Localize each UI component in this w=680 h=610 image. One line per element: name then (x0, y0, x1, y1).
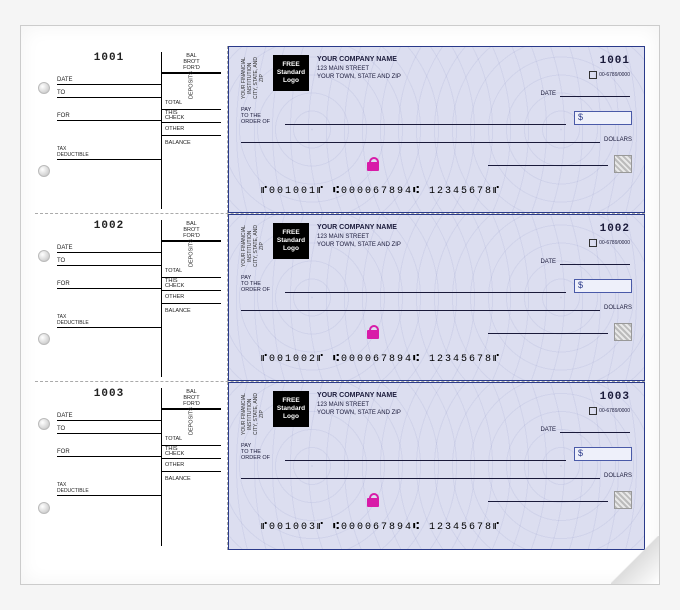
stub-number: 1002 (57, 220, 161, 232)
logo-placeholder: FREEStandardLogo (273, 55, 309, 91)
stub-to-line: TO (57, 421, 161, 434)
stub-to-line: TO (57, 253, 161, 266)
stub-for-line: FOR (57, 444, 161, 457)
stub-for-line: FOR (57, 108, 161, 121)
hologram-icon (614, 323, 632, 341)
dollars-written-line (241, 303, 600, 311)
hole-icon (38, 250, 50, 262)
check-number: 1001 (600, 55, 630, 67)
stub-other-label: OTHER (162, 291, 221, 304)
check-row: 1002 DATE TO FOR TAX DEDUCTIBLE BAL BRO'… (35, 214, 645, 382)
stub-other-label: OTHER (162, 123, 221, 136)
hole-icon (38, 333, 50, 345)
payee-line (285, 117, 566, 125)
check-stub: 1002 DATE TO FOR TAX DEDUCTIBLE BAL BRO'… (53, 214, 228, 381)
stub-deposits-label: DEPOSITS (162, 409, 221, 433)
routing-badge: 00-6789/0000 (589, 239, 630, 247)
stub-tax-line: TAX DEDUCTIBLE (57, 483, 161, 496)
check-row: 1003 DATE TO FOR TAX DEDUCTIBLE BAL BRO'… (35, 382, 645, 550)
check-body: 1003 00-6789/0000 DATE YOUR FINANCIAL IN… (228, 382, 645, 550)
padlock-icon (367, 157, 379, 171)
stub-tax-line: TAX DEDUCTIBLE (57, 315, 161, 328)
stub-balfwd-label: BAL BRO'T FOR'D (162, 388, 221, 409)
signature-line (488, 333, 608, 334)
micr-line: ⑈001002⑈ ⑆000067894⑆ 12345678⑈ (241, 353, 632, 365)
company-block: YOUR COMPANY NAME 123 MAIN STREET YOUR T… (317, 391, 401, 418)
date-field: DATE (540, 257, 630, 265)
amount-box: $ (574, 447, 632, 461)
stub-to-line: TO (57, 85, 161, 98)
punch-holes (35, 382, 53, 550)
routing-badge: 00-6789/0000 (589, 71, 630, 79)
stub-balance-label: BALANCE (162, 136, 221, 149)
stub-other-label: OTHER (162, 459, 221, 472)
stub-tax-line: TAX DEDUCTIBLE (57, 147, 161, 160)
padlock-icon (367, 493, 379, 507)
company-block: YOUR COMPANY NAME 123 MAIN STREET YOUR T… (317, 223, 401, 250)
dollars-written-line (241, 135, 600, 143)
pay-to-label: PAY TO THE ORDER OF (241, 107, 281, 125)
stub-balance-label: BALANCE (162, 304, 221, 317)
punch-holes (35, 46, 53, 213)
signature-line (488, 165, 608, 166)
micr-line: ⑈001003⑈ ⑆000067894⑆ 12345678⑈ (241, 521, 632, 533)
dollars-label: DOLLARS (604, 473, 632, 479)
stub-date-line: DATE (57, 240, 161, 253)
stub-number: 1001 (57, 52, 161, 64)
dollars-label: DOLLARS (604, 305, 632, 311)
stub-thischeck-label: THIS CHECK (162, 446, 221, 459)
dollars-label: DOLLARS (604, 137, 632, 143)
stub-balfwd-label: BAL BRO'T FOR'D (162, 220, 221, 241)
stub-number: 1003 (57, 388, 161, 400)
bank-info: YOUR FINANCIAL INSTITUTIONCITY, STATE, A… (241, 223, 265, 269)
amount-box: $ (574, 111, 632, 125)
micr-line: ⑈001001⑈ ⑆000067894⑆ 12345678⑈ (241, 185, 632, 197)
check-row: 1001 DATE TO FOR TAX DEDUCTIBLE BAL BRO'… (35, 46, 645, 214)
check-stub: 1001 DATE TO FOR TAX DEDUCTIBLE BAL BRO'… (53, 46, 228, 213)
stub-deposits-label: DEPOSITS (162, 73, 221, 97)
check-sheet: 1001 DATE TO FOR TAX DEDUCTIBLE BAL BRO'… (20, 25, 660, 585)
stub-date-line: DATE (57, 72, 161, 85)
stub-thischeck-label: THIS CHECK (162, 278, 221, 291)
company-block: YOUR COMPANY NAME 123 MAIN STREET YOUR T… (317, 55, 401, 82)
check-stub: 1003 DATE TO FOR TAX DEDUCTIBLE BAL BRO'… (53, 382, 228, 550)
signature-line (488, 501, 608, 502)
pay-to-label: PAY TO THE ORDER OF (241, 443, 281, 461)
bank-info: YOUR FINANCIAL INSTITUTIONCITY, STATE, A… (241, 55, 265, 101)
logo-placeholder: FREEStandardLogo (273, 391, 309, 427)
hole-icon (38, 502, 50, 514)
stub-deposits-label: DEPOSITS (162, 241, 221, 265)
dollars-written-line (241, 471, 600, 479)
pay-to-label: PAY TO THE ORDER OF (241, 275, 281, 293)
punch-holes (35, 214, 53, 381)
hologram-icon (614, 491, 632, 509)
hole-icon (38, 418, 50, 430)
hole-icon (38, 165, 50, 177)
check-body: 1002 00-6789/0000 DATE YOUR FINANCIAL IN… (228, 214, 645, 381)
payee-line (285, 453, 566, 461)
amount-box: $ (574, 279, 632, 293)
date-field: DATE (540, 89, 630, 97)
stub-thischeck-label: THIS CHECK (162, 110, 221, 123)
check-number: 1003 (600, 391, 630, 403)
payee-line (285, 285, 566, 293)
date-field: DATE (540, 425, 630, 433)
bank-info: YOUR FINANCIAL INSTITUTIONCITY, STATE, A… (241, 391, 265, 437)
routing-badge: 00-6789/0000 (589, 407, 630, 415)
stub-for-line: FOR (57, 276, 161, 289)
stub-balance-label: BALANCE (162, 472, 221, 485)
check-rows: 1001 DATE TO FOR TAX DEDUCTIBLE BAL BRO'… (35, 46, 645, 550)
page-curl (611, 536, 659, 584)
logo-placeholder: FREEStandardLogo (273, 223, 309, 259)
check-body: 1001 00-6789/0000 DATE YOUR FINANCIAL IN… (228, 46, 645, 213)
padlock-icon (367, 325, 379, 339)
check-number: 1002 (600, 223, 630, 235)
hologram-icon (614, 155, 632, 173)
stub-date-line: DATE (57, 408, 161, 421)
stub-balfwd-label: BAL BRO'T FOR'D (162, 52, 221, 73)
hole-icon (38, 82, 50, 94)
